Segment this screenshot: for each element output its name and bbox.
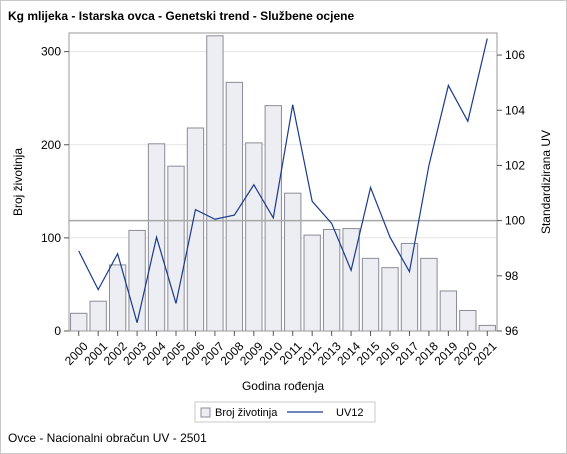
bar-2015 (361, 257, 380, 332)
legend: Broj životinja UV12 (194, 401, 376, 423)
legend-bar-swatch (200, 407, 211, 418)
left-axis: 0 100 200 300 (41, 45, 69, 338)
y-axis-label: Broj životinja (11, 148, 25, 216)
chart-title: Kg mlijeka - Istarska ovca - Genetski tr… (8, 9, 355, 23)
bar-2011 (284, 192, 302, 332)
y2-axis-label: Standardizirana UV (539, 130, 553, 234)
right-axis: 96 98 100 102 104 106 (497, 48, 525, 338)
legend-box (194, 401, 376, 423)
bar-2009 (245, 142, 263, 332)
uv12-line (78, 38, 488, 323)
bar-2019 (439, 290, 458, 332)
bar-2006 (186, 127, 205, 332)
legend-line-label: UV12 (336, 407, 364, 419)
bar-2018 (420, 257, 438, 332)
bar-2005 (167, 165, 185, 332)
right-tick-label: 102 (505, 158, 525, 172)
bar-2016 (381, 267, 399, 332)
left-tick-label: 300 (41, 45, 61, 59)
bar-2017 (400, 242, 419, 332)
x-tick-label: 2021 (471, 339, 500, 368)
footnote: Ovce - Nacionalni obračun UV - 2501 (8, 431, 207, 445)
bar-2003 (128, 229, 146, 332)
right-tick-label: 100 (505, 214, 525, 228)
legend-bar-label: Broj životinja (215, 407, 278, 419)
x-axis-label: Godina rođenja (242, 379, 324, 393)
right-tick-label: 96 (505, 324, 519, 338)
right-tick-label: 104 (505, 103, 525, 117)
right-tick-label: 106 (505, 48, 525, 62)
bar-2013 (322, 228, 341, 332)
bar-2020 (459, 310, 477, 332)
left-tick-label: 200 (41, 138, 61, 152)
left-tick-label: 100 (41, 231, 61, 245)
bar-2021 (478, 324, 496, 332)
bar-series (70, 35, 496, 332)
left-tick-label: 0 (54, 324, 61, 338)
plot-frame (68, 32, 498, 332)
x-axis: 2000200120022003200420052006200720082009… (62, 331, 500, 368)
bar-2000 (70, 312, 88, 332)
bar-2007 (206, 35, 224, 332)
right-tick-label: 98 (505, 269, 519, 283)
bar-2001 (89, 300, 107, 332)
bar-2012 (303, 234, 321, 332)
